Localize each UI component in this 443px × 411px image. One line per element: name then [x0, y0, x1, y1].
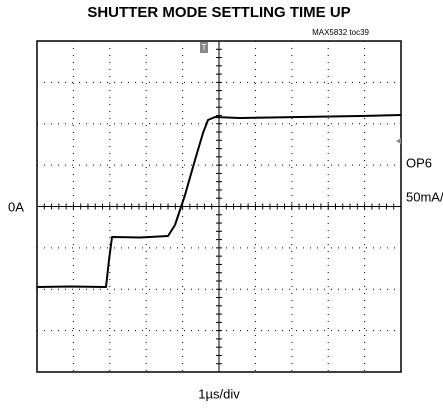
zero-level-label: 0A: [8, 199, 24, 214]
grid: [37, 41, 401, 372]
channel-label: OP6: [406, 155, 432, 170]
vertical-scale-label: 50mA/div: [406, 189, 443, 204]
trigger-marker: T: [200, 42, 208, 53]
horizontal-scale-label: 1µs/div: [198, 386, 240, 401]
level-marker: [396, 138, 401, 144]
waveform-trace: [36, 114, 402, 288]
figure-id: MAX5832 toc39: [312, 28, 369, 37]
title: SHUTTER MODE SETTLING TIME UP: [87, 4, 350, 21]
plot-frame: [36, 40, 402, 373]
svg-text:T: T: [202, 43, 207, 52]
